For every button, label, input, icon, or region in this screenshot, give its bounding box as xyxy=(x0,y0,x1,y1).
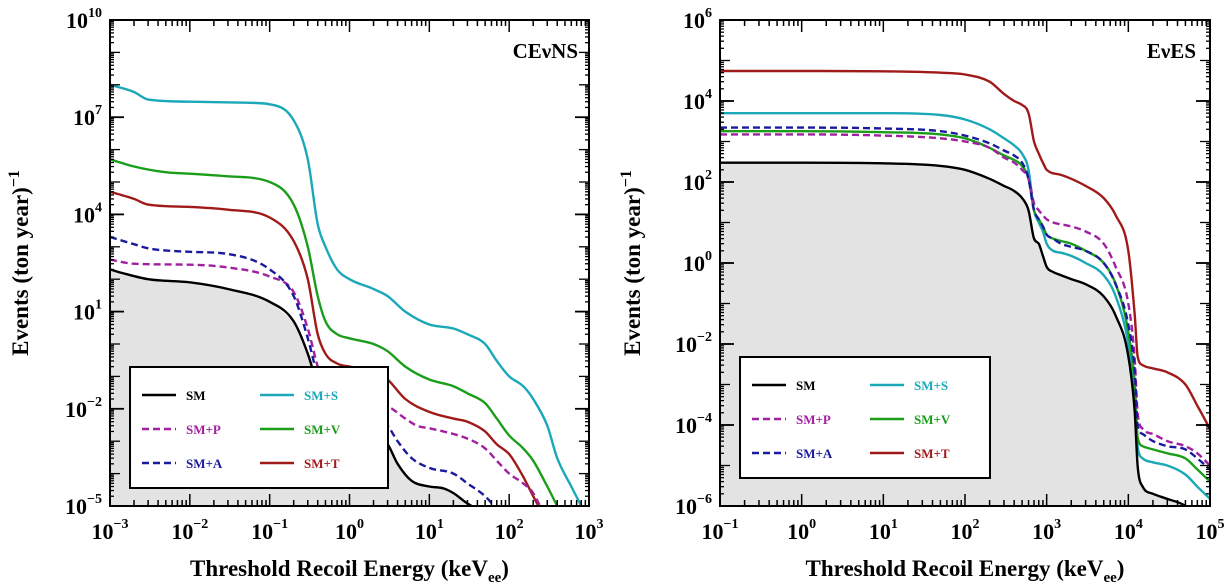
x-axis-title: Threshold Recoil Energy (keVee) xyxy=(806,556,1125,585)
y-tick-label: 10−2 xyxy=(675,330,712,357)
x-tick-label: 102 xyxy=(951,517,980,544)
y-tick-label: 104 xyxy=(73,200,102,227)
x-tick-label: 104 xyxy=(1114,517,1143,544)
legend-label-sm-s: SM+S xyxy=(914,378,948,393)
x-tick-label: 10−1 xyxy=(702,517,739,544)
series-sm-t-line xyxy=(720,69,1210,430)
y-tick-label: 100 xyxy=(683,249,712,276)
chart-panel-2: 10−1 100 101 102 103 104 105 10−6 10−4 10−2 100 102… xyxy=(618,6,1225,585)
series-sm-p-line xyxy=(110,258,542,506)
legend-label-sm: SM xyxy=(796,378,816,393)
x-tick-label: 100 xyxy=(787,517,816,544)
y-tick-label: 10−4 xyxy=(675,411,712,438)
x-tick-label: 100 xyxy=(335,517,364,544)
series-sm-a-line xyxy=(720,126,1210,471)
legend: SM SM+P SM+A SM+S SM+V SM+T xyxy=(739,356,991,479)
legend-label-sm-s: SM+S xyxy=(304,388,338,403)
y-tick-label: 104 xyxy=(683,87,712,114)
legend-label-sm: SM xyxy=(186,388,206,403)
y-tick-label: 101 xyxy=(73,298,102,325)
series-sm-v-line xyxy=(110,158,559,506)
x-tick-label: 103 xyxy=(1032,517,1061,544)
x-tick-label: 103 xyxy=(575,517,604,544)
panel-label: EνES xyxy=(1147,39,1196,63)
legend-box xyxy=(129,366,389,489)
x-tick-label: 10−2 xyxy=(171,517,208,544)
legend-label-sm-p: SM+P xyxy=(796,412,831,427)
x-tick-label: 102 xyxy=(495,517,524,544)
y-axis-title: Events (ton year)−1 xyxy=(618,170,645,356)
x-tick-label: 101 xyxy=(869,517,898,544)
x-tick-label: 10−1 xyxy=(251,517,288,544)
y-axis-title: Events (ton year)−1 xyxy=(6,170,33,356)
chart-panel-1: 10−3 10−2 10−1 100 101 102 103 10−5 10−2 101 104 10… xyxy=(6,6,604,585)
y-axis-ticks xyxy=(110,19,589,507)
x-tick-label: 10−3 xyxy=(92,517,129,544)
legend-label-sm-a: SM+A xyxy=(186,456,223,471)
legend: SM SM+P SM+A SM+S SM+V SM+T xyxy=(129,366,389,489)
series-sm-a-line xyxy=(110,235,496,506)
legend-label-sm-a: SM+A xyxy=(796,446,833,461)
y-axis-ticks xyxy=(720,19,1210,507)
legend-label-sm-v: SM+V xyxy=(304,422,341,437)
y-tick-label: 10−2 xyxy=(65,395,102,422)
series-sm-s-line xyxy=(110,83,583,506)
y-tick-label: 1010 xyxy=(66,6,102,33)
legend-label-sm-t: SM+T xyxy=(304,456,340,471)
legend-label-sm-v: SM+V xyxy=(914,412,951,427)
y-tick-label: 106 xyxy=(683,6,712,33)
legend-label-sm-p: SM+P xyxy=(186,422,221,437)
legend-label-sm-t: SM+T xyxy=(914,446,950,461)
series-sm-line xyxy=(720,161,1188,506)
x-axis-ticks xyxy=(109,20,590,506)
y-tick-label: 10−5 xyxy=(65,492,102,519)
legend-box xyxy=(739,356,991,479)
panel-label: CEνNS xyxy=(513,39,578,63)
y-tick-label: 107 xyxy=(73,103,102,130)
y-tick-label: 10−6 xyxy=(675,492,712,519)
y-tick-label: 102 xyxy=(683,168,712,195)
series-sm-s-line xyxy=(720,111,1210,500)
x-tick-label: 101 xyxy=(415,517,444,544)
x-tick-label: 105 xyxy=(1196,517,1225,544)
series-sm-v-line xyxy=(720,129,1210,483)
x-axis-title: Threshold Recoil Energy (keVee) xyxy=(190,556,509,585)
x-axis-ticks xyxy=(719,20,1211,506)
